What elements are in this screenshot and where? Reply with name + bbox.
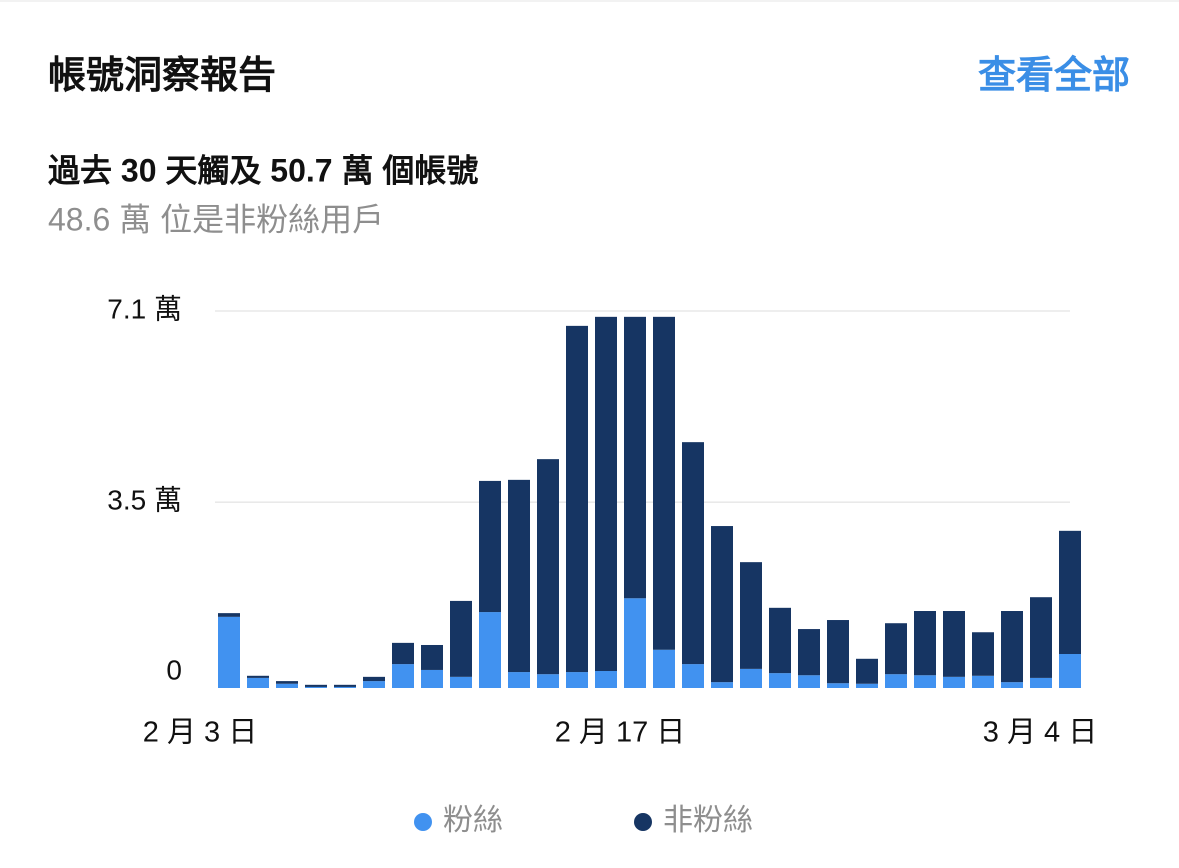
bar-segment (247, 675, 269, 678)
y-tick-label: 7.1 萬 (107, 293, 182, 324)
bar-segment (624, 316, 646, 599)
bar-segment (566, 325, 588, 673)
bar-segment (682, 442, 704, 665)
x-tick-label: 2 月 17 日 (555, 717, 686, 749)
bar-segment (392, 642, 414, 665)
bar-segment (450, 600, 472, 677)
reach-headline: 過去 30 天觸及 50.7 萬 個帳號 (48, 152, 478, 188)
bar-segment (769, 673, 791, 688)
bar-segment (653, 649, 675, 688)
bar-segment (1030, 677, 1052, 688)
reach-detail: 48.6 萬 位是非粉絲用戶 (48, 201, 384, 237)
y-tick-label: 3.5 萬 (107, 485, 182, 516)
bar-segment (740, 562, 762, 669)
bar-segment (305, 684, 327, 687)
bar-segment (943, 676, 965, 688)
bar-segment (1030, 597, 1052, 678)
bar-segment (595, 671, 617, 688)
bar-segment (740, 668, 762, 688)
bar-segment (218, 613, 240, 617)
bar-segment (508, 672, 530, 688)
bar-segment (363, 676, 385, 682)
bar-segment (798, 629, 820, 676)
legend-label: 粉絲 (443, 804, 503, 837)
bar-segment (1001, 611, 1023, 683)
bar-segment (566, 672, 588, 688)
legend-swatch (634, 813, 652, 831)
bar-segment (885, 623, 907, 675)
bar-segment (479, 612, 501, 688)
bar-segment (827, 683, 849, 688)
bar-segment (392, 664, 414, 688)
bar-segment (972, 675, 994, 688)
bar-segment (450, 676, 472, 688)
x-tick-label: 3 月 4 日 (983, 717, 1097, 749)
bar-segment (421, 644, 443, 670)
legend-label: 非粉絲 (663, 804, 753, 837)
bar-segment (827, 620, 849, 684)
bar-segment (276, 681, 298, 684)
bar-segment (856, 658, 878, 684)
bar-segment (1059, 654, 1081, 688)
bar-segment (943, 611, 965, 677)
legend-swatch (414, 813, 432, 831)
bar-segment (537, 674, 559, 688)
bar-segment (914, 611, 936, 676)
bar-segment (218, 616, 240, 688)
bar-segment (769, 607, 791, 674)
bar-segment (711, 526, 733, 683)
bar-segment (972, 632, 994, 676)
bar-segment (711, 682, 733, 688)
bar-segment (682, 664, 704, 688)
bar-segment (421, 669, 443, 688)
bar-segment (363, 681, 385, 688)
card-title: 帳號洞察報告 (48, 55, 276, 97)
see-all-link[interactable]: 查看全部 (978, 54, 1130, 97)
bar-segment (624, 598, 646, 688)
bar-segment (334, 686, 356, 688)
bar-segment (508, 479, 530, 673)
bar-segment (885, 674, 907, 688)
bar-segment (247, 677, 269, 688)
bar-segment (276, 683, 298, 688)
bar-segment (334, 684, 356, 687)
bar-segment (1059, 530, 1081, 655)
x-tick-label: 2 月 3 日 (143, 717, 257, 749)
bar-segment (653, 316, 675, 650)
bar-segment (537, 459, 559, 675)
bar-segment (856, 683, 878, 688)
bar-segment (1001, 682, 1023, 688)
bar-segment (914, 675, 936, 688)
bar-segment (595, 316, 617, 672)
bar-segment (798, 675, 820, 688)
y-tick-label: 0 (166, 654, 182, 685)
bar-segment (479, 480, 501, 613)
bar-segment (305, 686, 327, 688)
